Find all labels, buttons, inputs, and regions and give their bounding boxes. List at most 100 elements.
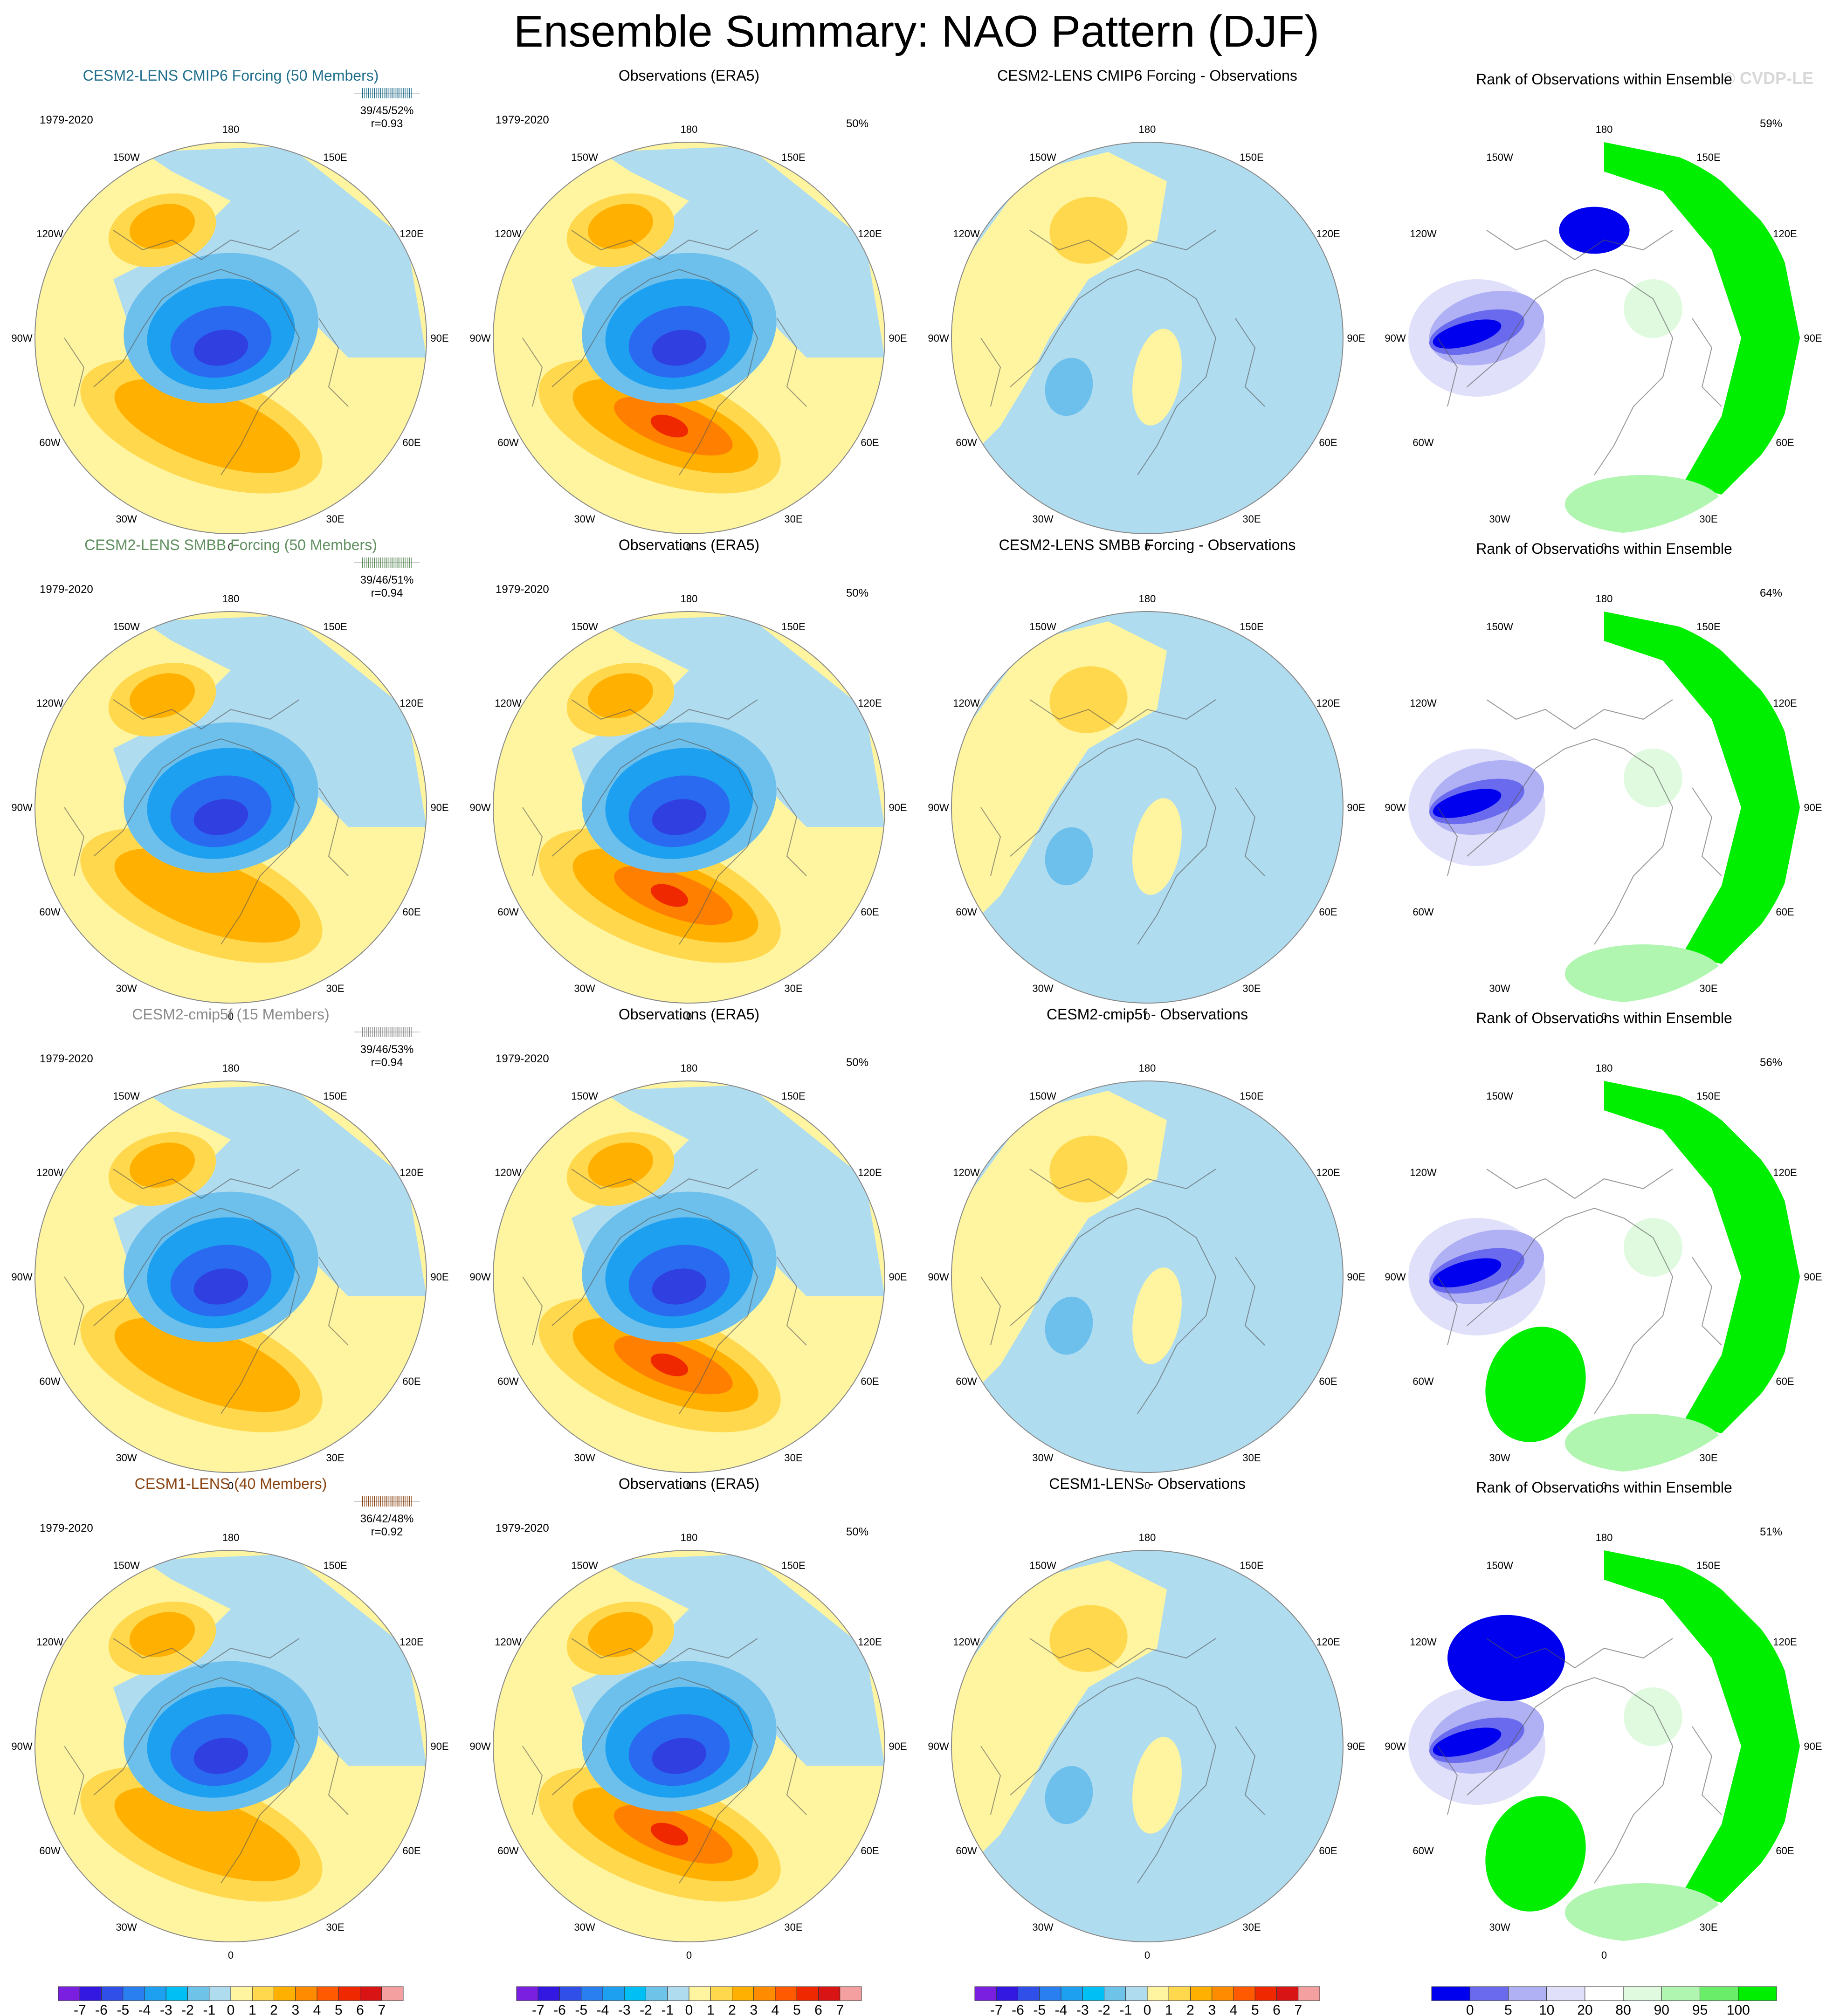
pacific-positive-core	[130, 204, 195, 249]
difference-panel: CESM1-LENS - Observations 180 150E 120E 90E 6…	[928, 1475, 1365, 1961]
colorbar-tick-label: 7	[378, 2002, 386, 2016]
colorbar-tick-label: -5	[1033, 2002, 1046, 2016]
arctic-positive	[1132, 329, 1182, 426]
longitude-label: 60E	[1319, 1376, 1337, 1387]
colorbar-swatch	[840, 1986, 862, 2001]
longitude-label: 30W	[574, 1921, 595, 1933]
colorbar-tick-label: -5	[575, 2002, 587, 2016]
longitude-label: 180	[681, 593, 698, 605]
member-rug	[354, 557, 420, 568]
coastline	[1467, 268, 1624, 387]
colorbar-tick-label: 6	[356, 2002, 364, 2016]
atlantic-negative	[1045, 358, 1093, 416]
colorbar-swatch	[381, 1986, 404, 2001]
panel-grid: CESM2-LENS CMIP6 Forcing (50 Members) 197…	[11, 67, 1822, 1961]
colorbar-tick-label: -3	[618, 2002, 631, 2016]
longitude-label: 90E	[430, 1741, 448, 1752]
longitude-label: 90E	[1347, 1741, 1365, 1752]
coastline	[1235, 318, 1265, 407]
longitude-label: 30W	[1489, 513, 1510, 525]
figure-title: Ensemble Summary: NAO Pattern (DJF)	[514, 7, 1319, 56]
coastline	[522, 807, 543, 876]
coastline	[1010, 1207, 1167, 1326]
colorbar-swatch	[602, 1986, 625, 2001]
atlantic-negative	[1045, 1296, 1093, 1355]
rank-high-south	[1565, 1414, 1722, 1472]
longitude-label: 30E	[326, 983, 344, 994]
longitude-label: 90W	[469, 1271, 490, 1283]
longitude-label: 120E	[400, 1167, 423, 1178]
rank-high-region	[1604, 612, 1800, 964]
colorbar-swatch	[79, 1986, 102, 2001]
longitude-label: 60E	[1776, 1376, 1794, 1387]
longitude-label: 30W	[1489, 1921, 1510, 1933]
longitude-label: 90W	[11, 1741, 32, 1752]
map-field	[951, 1550, 1343, 1942]
coastline	[113, 1169, 300, 1199]
rank-high-south	[1565, 944, 1722, 1003]
pacific-positive-core	[588, 673, 653, 718]
model-title: CESM1-LENS (40 Members)	[135, 1475, 327, 1492]
coastline	[551, 738, 709, 857]
coastline	[777, 1726, 807, 1815]
observation-panel: Observations (ERA5) 1979-2020 50% 180 150E 12…	[469, 1006, 907, 1492]
colorbar-tick-label: 80	[1615, 2002, 1631, 2016]
longitude-label: 180	[222, 124, 240, 135]
colorbar-swatch	[1254, 1986, 1277, 2001]
colorbar-tick-label: 3	[291, 2002, 299, 2016]
longitude-label: 150W	[1486, 621, 1513, 633]
coastline	[1437, 1746, 1458, 1815]
longitude-label: 90W	[928, 802, 949, 813]
colorbar-swatch	[581, 1986, 603, 2001]
coastline	[93, 1207, 251, 1326]
longitude-label: 30E	[1699, 513, 1717, 525]
longitude-label: 150E	[1696, 1090, 1720, 1102]
longitude-label: 120W	[36, 697, 63, 709]
longitude-label: 0	[1144, 541, 1150, 553]
longitude-label: 120W	[495, 228, 522, 240]
longitude-label: 120E	[1316, 1636, 1340, 1648]
rank-percentage: 51%	[1760, 1526, 1782, 1538]
coastline	[1486, 1638, 1673, 1669]
longitude-label: 30W	[1032, 983, 1053, 994]
coastline	[1692, 318, 1722, 407]
difference-title: CESM2-cmip5f - Observations	[1047, 1006, 1248, 1023]
longitude-label: 150W	[113, 621, 140, 633]
colorbar-swatch	[252, 1986, 274, 2001]
pacific-positive-core	[130, 1142, 195, 1188]
longitude-label: 30W	[116, 983, 137, 994]
coastline	[318, 318, 349, 407]
colorbar-swatch	[1508, 1986, 1547, 2001]
longitude-label: 30W	[1489, 1452, 1510, 1464]
coastline	[1467, 1677, 1624, 1796]
coastline	[1594, 1687, 1674, 1884]
longitude-label: 30E	[1242, 983, 1261, 994]
field-background	[1408, 612, 1800, 1003]
colorbar-swatch	[1082, 1986, 1104, 2001]
variance-explained: 50%	[846, 1526, 868, 1538]
variance-explained: 50%	[846, 587, 868, 599]
colorbar-tick-label: -2	[1098, 2002, 1110, 2016]
colorbar-observations: -7-6-5-4-3-2-101234567hPa	[516, 1986, 862, 2016]
longitude-label: 30E	[1242, 513, 1261, 525]
longitude-label: 30E	[326, 513, 344, 525]
rank-percentage: 59%	[1760, 117, 1782, 130]
longitude-label: 0	[1601, 1480, 1607, 1492]
coastline	[679, 279, 758, 475]
arctic-positive	[1132, 1737, 1182, 1834]
colorbar-tick-label: -4	[597, 2002, 609, 2016]
longitude-label: 90W	[469, 1741, 490, 1752]
longitude-label: 120W	[953, 1636, 980, 1648]
longitude-label: 120E	[858, 1636, 882, 1648]
coastline	[571, 1169, 758, 1199]
longitude-label: 60E	[861, 906, 879, 918]
coastline	[113, 230, 300, 261]
map-border	[951, 1550, 1344, 1942]
pacific-positive-core	[130, 1612, 195, 1657]
rank-pale-center	[1624, 1218, 1682, 1277]
longitude-label: 90E	[889, 802, 907, 813]
watermark: © CVDP-LE	[1723, 69, 1813, 88]
coastline	[93, 268, 251, 387]
colorbar-swatch	[1125, 1986, 1148, 2001]
